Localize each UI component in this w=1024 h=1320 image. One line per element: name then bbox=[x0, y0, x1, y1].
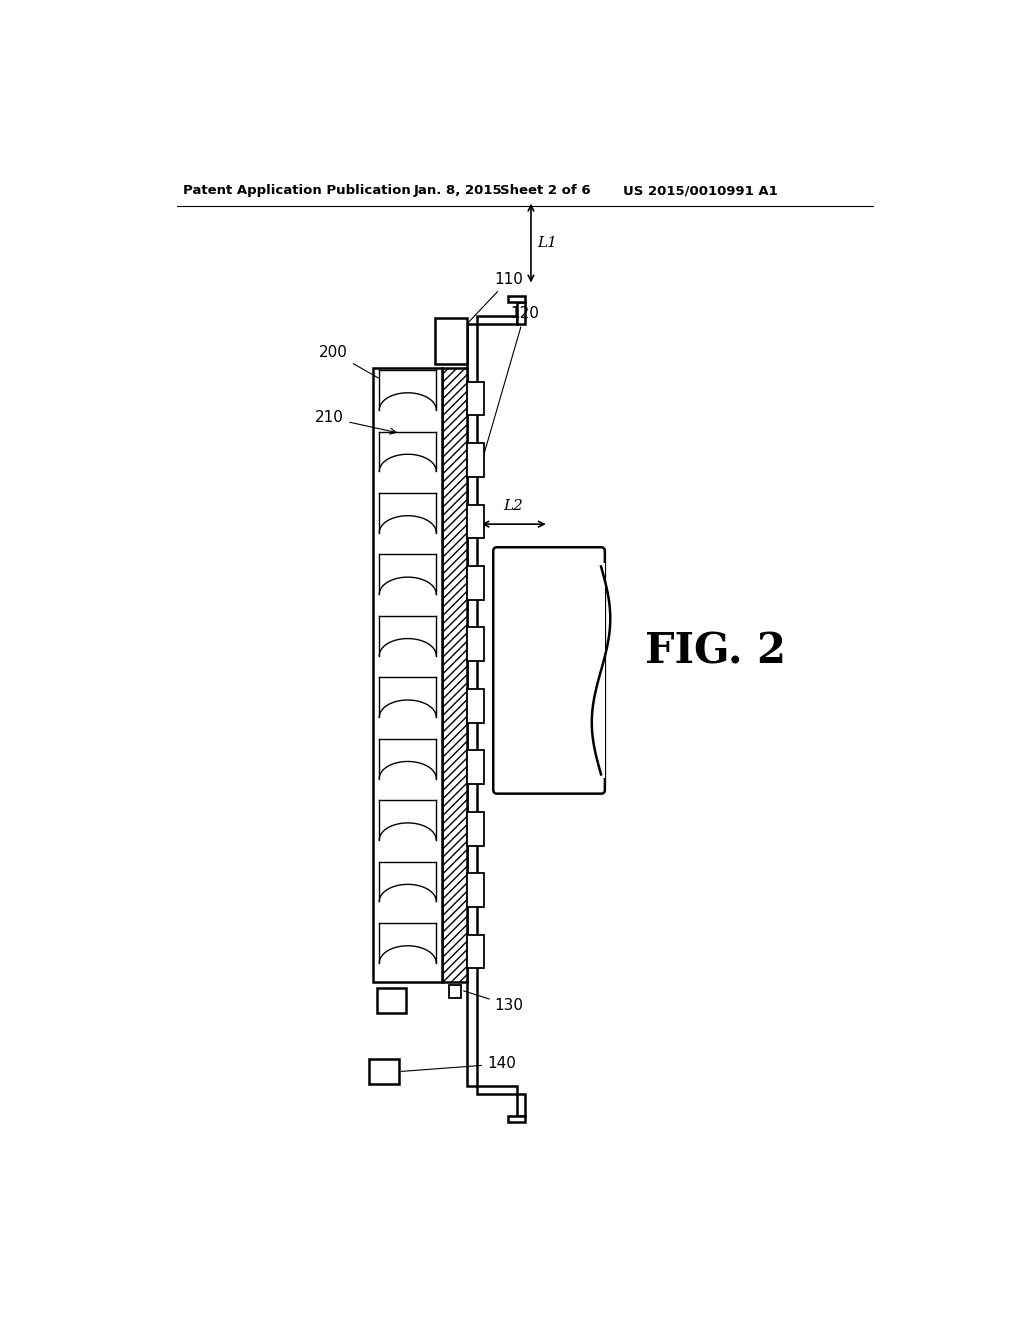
Bar bbox=[508, 296, 525, 302]
Bar bbox=[517, 1094, 525, 1115]
Text: US 2015/0010991 A1: US 2015/0010991 A1 bbox=[624, 185, 778, 197]
Bar bbox=[467, 874, 484, 907]
Bar bbox=[477, 1086, 517, 1094]
Bar bbox=[467, 689, 484, 722]
Bar bbox=[477, 317, 517, 323]
Text: FIG. 2: FIG. 2 bbox=[645, 630, 786, 672]
Text: 200: 200 bbox=[319, 345, 379, 378]
Bar bbox=[467, 627, 484, 661]
Bar bbox=[467, 381, 484, 416]
Text: Patent Application Publication: Patent Application Publication bbox=[183, 185, 411, 197]
Text: 120: 120 bbox=[478, 306, 539, 475]
Bar bbox=[467, 750, 484, 784]
Bar bbox=[467, 935, 484, 969]
Bar bbox=[508, 1115, 525, 1122]
Text: 140: 140 bbox=[401, 1056, 516, 1072]
Bar bbox=[373, 368, 442, 982]
Text: L2: L2 bbox=[504, 499, 523, 512]
Text: L1: L1 bbox=[538, 236, 557, 249]
Bar bbox=[442, 368, 467, 982]
Bar bbox=[370, 1059, 398, 1084]
Bar bbox=[467, 444, 484, 477]
Bar bbox=[467, 566, 484, 599]
Bar bbox=[467, 812, 484, 846]
Bar bbox=[449, 985, 461, 998]
FancyBboxPatch shape bbox=[494, 548, 605, 793]
Text: 110: 110 bbox=[453, 272, 523, 339]
Bar bbox=[467, 323, 477, 1086]
Bar bbox=[377, 989, 407, 1014]
Bar bbox=[590, 562, 605, 779]
Text: Jan. 8, 2015: Jan. 8, 2015 bbox=[414, 185, 503, 197]
Bar bbox=[435, 318, 467, 364]
Text: Sheet 2 of 6: Sheet 2 of 6 bbox=[500, 185, 591, 197]
Text: 210: 210 bbox=[315, 411, 396, 434]
Bar bbox=[467, 504, 484, 539]
Text: 130: 130 bbox=[464, 991, 523, 1012]
Bar bbox=[517, 302, 525, 323]
